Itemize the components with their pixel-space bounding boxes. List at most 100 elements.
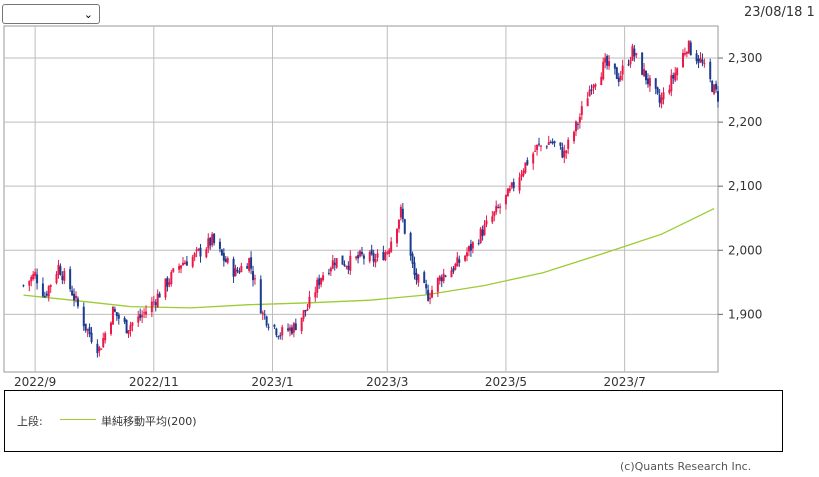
candle-body [646, 78, 649, 85]
y-tick-label: 2,300 [728, 51, 762, 65]
candle-body [362, 255, 365, 259]
candle-body [477, 243, 480, 245]
candle-body [36, 274, 39, 284]
candle-body [248, 258, 251, 271]
candle-body [545, 146, 548, 148]
candle-body [627, 64, 630, 66]
date-stamp: 23/08/18 1 [744, 5, 815, 20]
candle-body [580, 106, 583, 115]
candle-body [467, 246, 470, 252]
candle-body [90, 332, 93, 343]
candle-body [608, 61, 611, 67]
candle-body [372, 253, 375, 262]
candle-body [697, 58, 700, 64]
candle-body [493, 211, 496, 217]
period-select[interactable]: ⌄ [2, 4, 100, 24]
candle-body [55, 274, 58, 283]
candle-body [401, 208, 404, 220]
candle-body [207, 238, 210, 249]
candle-body [438, 276, 441, 281]
candle-body [98, 347, 101, 352]
candle-body [30, 276, 33, 282]
candle-body [452, 268, 455, 272]
candle-body [370, 249, 373, 255]
candle-body [606, 55, 609, 66]
candle-body [209, 237, 212, 246]
candle-body [670, 75, 673, 92]
candle-body [506, 188, 509, 197]
candle-body [450, 270, 453, 278]
candle-body [139, 314, 142, 319]
candle-body [685, 51, 688, 54]
candle-body [483, 224, 486, 235]
candle-body [711, 81, 714, 92]
candle-body [633, 48, 636, 57]
candle-body [158, 293, 161, 298]
candle-body [143, 312, 146, 314]
candle-body [574, 121, 577, 132]
x-tick-label: 2023/3 [366, 375, 408, 389]
candle-body [43, 296, 46, 298]
candles-layer [22, 40, 719, 358]
candle-body [360, 252, 363, 255]
candle-body [635, 53, 638, 55]
candle-body [57, 264, 60, 275]
candle-body [491, 216, 494, 223]
candle-body [127, 330, 130, 335]
candle-body [382, 252, 385, 260]
candle-body [218, 241, 221, 249]
candle-body [117, 314, 120, 319]
candle-body [573, 131, 576, 142]
candle-body [654, 78, 657, 89]
candle-body [131, 322, 134, 326]
candle-body [631, 46, 634, 61]
candle-body [504, 194, 507, 205]
candle-body [508, 188, 511, 192]
candle-body [335, 258, 338, 268]
candle-body [648, 78, 651, 87]
x-tick-label: 2022/9 [14, 375, 56, 389]
candle-body [170, 272, 173, 284]
candle-body [395, 228, 398, 244]
candle-body [602, 61, 605, 80]
candle-body [427, 289, 430, 301]
ma-200-line [23, 208, 715, 309]
candle-body [689, 42, 692, 56]
legend-series-name: 単純移動平均(200) [101, 415, 197, 428]
candle-body [368, 252, 371, 262]
candle-body [96, 343, 99, 354]
candle-body [61, 275, 64, 280]
candle-body [497, 207, 500, 209]
candle-body [458, 259, 461, 263]
candle-body [172, 268, 175, 272]
candle-body [384, 252, 387, 261]
y-tick-label: 1,900 [728, 307, 762, 321]
candle-body [425, 284, 428, 289]
candle-body [234, 268, 237, 277]
candle-body [479, 228, 482, 243]
candle-body [250, 257, 253, 269]
candle-body [63, 270, 66, 281]
candle-body [444, 275, 447, 277]
candle-body [238, 271, 241, 273]
candle-body [195, 249, 198, 252]
candle-body [600, 76, 603, 86]
copyright: (c)Quants Research Inc. [620, 460, 752, 473]
candle-body [538, 143, 541, 145]
candle-body [222, 252, 225, 261]
candle-body [613, 63, 616, 69]
candle-body [49, 284, 52, 287]
candle-body [47, 286, 50, 297]
candle-body [524, 162, 527, 173]
candle-body [399, 207, 402, 218]
candle-body [145, 311, 148, 315]
candle-body [86, 329, 89, 331]
candle-body [141, 315, 144, 318]
candle-body [287, 328, 290, 331]
axis-layer: 2,300 2,200 2,100 2,000 1,900 2022/9 2022/11 20… [14, 51, 762, 389]
candle-body [302, 310, 305, 319]
candle-body [386, 252, 389, 254]
candle-body [71, 290, 74, 296]
candle-body [567, 139, 570, 149]
candle-body [320, 278, 323, 285]
